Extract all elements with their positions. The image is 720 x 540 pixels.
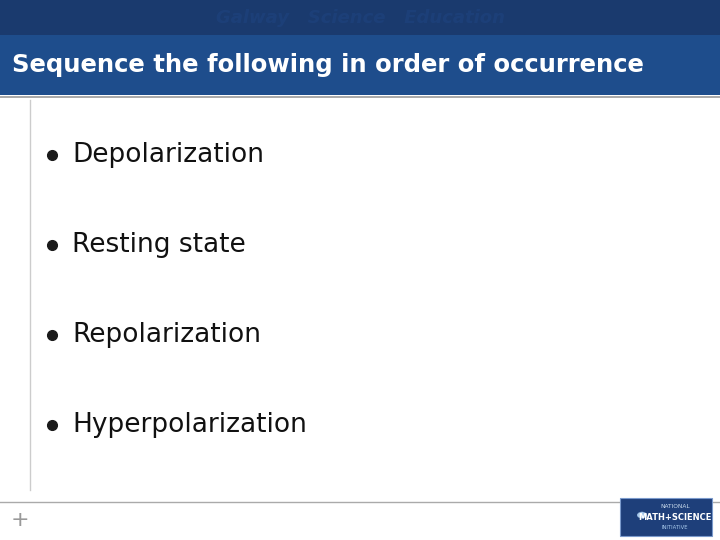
Text: Galway   Science   Education: Galway Science Education <box>215 9 505 26</box>
Text: Resting state: Resting state <box>72 232 246 258</box>
Bar <box>620 498 712 536</box>
Text: INITIATIVE: INITIATIVE <box>662 525 688 530</box>
Text: Sequence the following in order of occurrence: Sequence the following in order of occur… <box>12 53 644 77</box>
Text: Depolarization: Depolarization <box>72 141 264 167</box>
Bar <box>0 35 720 94</box>
Text: +: + <box>11 510 30 530</box>
Text: MATH+SCIENCE: MATH+SCIENCE <box>639 512 711 522</box>
Text: NATIONAL: NATIONAL <box>660 504 690 509</box>
Text: Hyperpolarization: Hyperpolarization <box>72 411 307 437</box>
Bar <box>0 0 720 35</box>
Text: Repolarization: Repolarization <box>72 321 261 348</box>
